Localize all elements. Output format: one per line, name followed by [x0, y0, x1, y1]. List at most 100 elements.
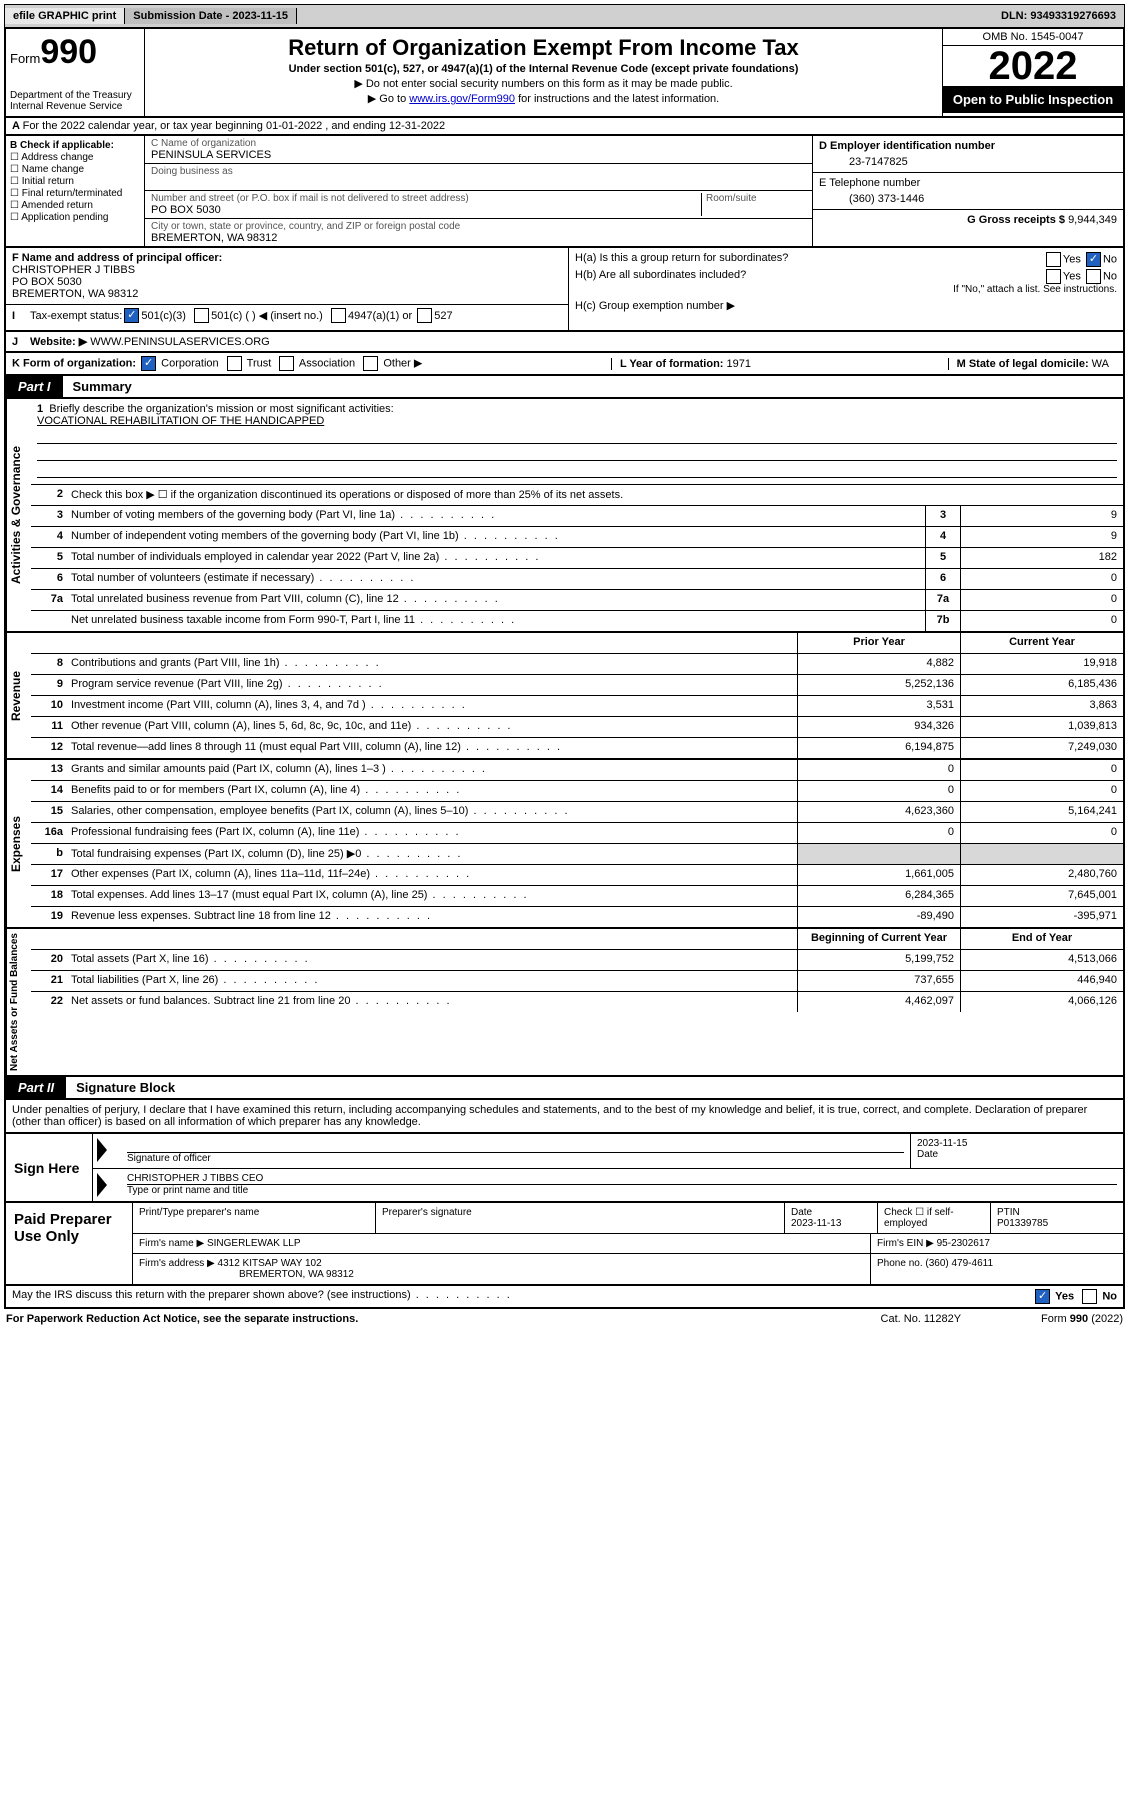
q2: Check this box ▶ ☐ if the organization d…: [67, 485, 1123, 505]
begin-header: Beginning of Current Year: [797, 929, 960, 949]
chk-4947[interactable]: [331, 308, 346, 323]
revenue-vlabel: Revenue: [6, 633, 31, 758]
phone-label: E Telephone number: [819, 177, 1117, 189]
opt-corporation: Corporation: [161, 357, 218, 369]
website-label: Website: ▶: [30, 335, 87, 348]
governance-row: 6Total number of volunteers (estimate if…: [31, 569, 1123, 590]
fin-header-row: Prior Year Current Year: [31, 633, 1123, 654]
phone: (360) 373-1446: [819, 189, 1117, 205]
hc-label: H(c) Group exemption number ▶: [575, 299, 1117, 312]
chk-association[interactable]: [279, 356, 294, 371]
opt-501c3: 501(c)(3): [141, 310, 186, 322]
prep-phone-label: Phone no.: [877, 1258, 925, 1269]
footer-form-pre: Form: [1041, 1313, 1070, 1325]
form-subtitle: Under section 501(c), 527, or 4947(a)(1)…: [153, 63, 934, 75]
chk-trust[interactable]: [227, 356, 242, 371]
chk-corporation[interactable]: ✓: [141, 356, 156, 371]
l-label: L Year of formation:: [620, 358, 727, 370]
arrow-icon: [97, 1173, 107, 1197]
submission-date: Submission Date - 2023-11-15: [125, 8, 297, 24]
uline: [37, 429, 1117, 444]
org-name-label: C Name of organization: [151, 138, 806, 149]
form-num: 990: [40, 33, 97, 71]
governance-row: 4Number of independent voting members of…: [31, 527, 1123, 548]
chk-final-return[interactable]: ☐ Final return/terminated: [10, 188, 140, 199]
na-header-row: Beginning of Current Year End of Year: [31, 929, 1123, 950]
chk-other[interactable]: [363, 356, 378, 371]
chk-label: Amended return: [21, 200, 93, 211]
discuss-yes[interactable]: ✓: [1035, 1289, 1050, 1304]
opt-trust: Trust: [247, 357, 272, 369]
col-right: D Employer identification number 23-7147…: [812, 136, 1123, 246]
firm-ein: 95-2302617: [937, 1238, 990, 1249]
officer-name: CHRISTOPHER J TIBBS: [12, 264, 562, 276]
officer-info: F Name and address of principal officer:…: [6, 248, 569, 330]
irs-link[interactable]: www.irs.gov/Form990: [409, 93, 515, 105]
chk-application-pending[interactable]: ☐ Application pending: [10, 212, 140, 223]
chk-501c[interactable]: [194, 308, 209, 323]
hb-note: If "No," attach a list. See instructions…: [575, 284, 1117, 295]
dln-value: 93493319276693: [1030, 10, 1116, 22]
addr: PO BOX 5030: [151, 204, 701, 216]
firm-addr-label: Firm's address ▶: [139, 1258, 218, 1269]
ein-cell: D Employer identification number 23-7147…: [813, 136, 1123, 173]
dba-row: Doing business as: [145, 164, 812, 191]
governance-row: 7aTotal unrelated business revenue from …: [31, 590, 1123, 611]
part2-tag: Part II: [6, 1077, 66, 1098]
addr-label: Number and street (or P.O. box if mail i…: [151, 193, 701, 204]
dba-label: Doing business as: [151, 166, 806, 177]
officer-addr1: PO BOX 5030: [12, 276, 562, 288]
uline: [37, 463, 1117, 478]
hb-yes[interactable]: [1046, 269, 1061, 284]
sig-date: 2023-11-15: [917, 1138, 1117, 1149]
row-2: 2 Check this box ▶ ☐ if the organization…: [31, 485, 1123, 506]
l-val: 1971: [727, 358, 751, 370]
expenses-section: Expenses 13Grants and similar amounts pa…: [4, 760, 1125, 929]
ein: 23-7147825: [819, 152, 1117, 168]
identity-block: B Check if applicable: ☐ Address change …: [4, 136, 1125, 248]
financial-row: 10Investment income (Part VIII, column (…: [31, 696, 1123, 717]
discuss-no[interactable]: [1082, 1289, 1097, 1304]
part2-title: Signature Block: [66, 1077, 185, 1098]
chk-501c3[interactable]: ✓: [124, 308, 139, 323]
financial-row: 20Total assets (Part X, line 16)5,199,75…: [31, 950, 1123, 971]
preparer-right: Print/Type preparer's name Preparer's si…: [133, 1203, 1123, 1284]
part1-header: Part I Summary: [4, 376, 1125, 399]
efile-button[interactable]: efile GRAPHIC print: [5, 8, 125, 24]
form-number: Form990: [10, 33, 140, 72]
chk-address-change[interactable]: ☐ Address change: [10, 152, 140, 163]
yes-label: Yes: [1063, 270, 1081, 282]
submission-value: 2023-11-15: [232, 10, 288, 22]
discuss-yes-label: Yes: [1055, 1290, 1074, 1302]
sig-date-label: Date: [917, 1149, 1117, 1160]
hb-label: H(b) Are all subordinates included?: [575, 269, 746, 284]
officer-label: F Name and address of principal officer:: [12, 252, 562, 264]
ha-no[interactable]: ✓: [1086, 252, 1101, 267]
discuss-q: May the IRS discuss this return with the…: [12, 1289, 512, 1304]
note2-pre: ▶ Go to: [368, 93, 409, 105]
governance-vlabel: Activities & Governance: [6, 399, 31, 631]
chk-amended[interactable]: ☐ Amended return: [10, 200, 140, 211]
signer-name-label: Type or print name and title: [127, 1184, 1117, 1196]
chk-name-change[interactable]: ☐ Name change: [10, 164, 140, 175]
financial-row: 15Salaries, other compensation, employee…: [31, 802, 1123, 823]
mission-text: VOCATIONAL REHABILITATION OF THE HANDICA…: [37, 415, 1117, 427]
prep-phone: (360) 479-4611: [925, 1258, 993, 1269]
ha-label: H(a) Is this a group return for subordin…: [575, 252, 788, 267]
financial-row: 17Other expenses (Part IX, column (A), l…: [31, 865, 1123, 886]
cat-no: Cat. No. 11282Y: [881, 1313, 962, 1325]
uline: [37, 446, 1117, 461]
financial-row: 9Program service revenue (Part VIII, lin…: [31, 675, 1123, 696]
room-label: Room/suite: [706, 193, 806, 204]
hb-no[interactable]: [1086, 269, 1101, 284]
expenses-content: 13Grants and similar amounts paid (Part …: [31, 760, 1123, 927]
klm-row: K Form of organization: ✓ Corporation Tr…: [4, 353, 1125, 376]
ha-yes[interactable]: [1046, 252, 1061, 267]
perjury-text: Under penalties of perjury, I declare th…: [4, 1100, 1125, 1134]
preparer-left-label: Paid Preparer Use Only: [6, 1203, 133, 1284]
tax-status-label: Tax-exempt status:: [30, 310, 122, 322]
chk-initial-return[interactable]: ☐ Initial return: [10, 176, 140, 187]
chk-527[interactable]: [417, 308, 432, 323]
footer-form-post: (2022): [1088, 1313, 1123, 1325]
financial-row: 11Other revenue (Part VIII, column (A), …: [31, 717, 1123, 738]
